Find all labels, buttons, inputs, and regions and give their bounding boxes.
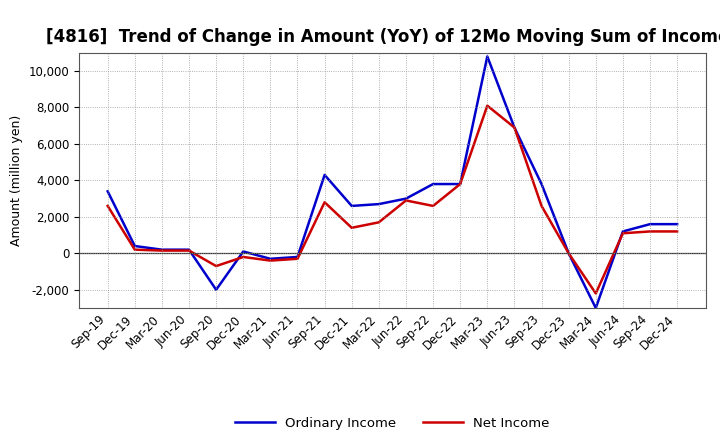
Ordinary Income [510, 125, 518, 130]
Ordinary Income [239, 249, 248, 254]
Ordinary Income [428, 181, 437, 187]
Net Income [456, 181, 464, 187]
Ordinary Income [672, 221, 681, 227]
Ordinary Income [348, 203, 356, 209]
Ordinary Income [185, 247, 194, 252]
Ordinary Income [402, 196, 410, 201]
Net Income [510, 125, 518, 130]
Net Income [104, 203, 112, 209]
Net Income [293, 256, 302, 261]
Ordinary Income [158, 247, 166, 252]
Ordinary Income [320, 172, 329, 178]
Legend: Ordinary Income, Net Income: Ordinary Income, Net Income [230, 411, 555, 435]
Net Income [239, 254, 248, 260]
Line: Ordinary Income: Ordinary Income [108, 56, 677, 308]
Ordinary Income [646, 221, 654, 227]
Y-axis label: Amount (million yen): Amount (million yen) [10, 115, 23, 246]
Net Income [537, 203, 546, 209]
Net Income [672, 229, 681, 234]
Net Income [564, 251, 573, 256]
Ordinary Income [266, 256, 275, 261]
Ordinary Income [537, 181, 546, 187]
Ordinary Income [212, 287, 220, 293]
Title: [4816]  Trend of Change in Amount (YoY) of 12Mo Moving Sum of Incomes: [4816] Trend of Change in Amount (YoY) o… [46, 28, 720, 46]
Net Income [158, 248, 166, 253]
Net Income [618, 231, 627, 236]
Net Income [591, 291, 600, 296]
Line: Net Income: Net Income [108, 106, 677, 293]
Ordinary Income [564, 251, 573, 256]
Net Income [428, 203, 437, 209]
Ordinary Income [618, 229, 627, 234]
Net Income [483, 103, 492, 108]
Ordinary Income [374, 202, 383, 207]
Ordinary Income [104, 189, 112, 194]
Net Income [212, 264, 220, 269]
Ordinary Income [130, 243, 139, 249]
Net Income [646, 229, 654, 234]
Net Income [185, 248, 194, 253]
Ordinary Income [456, 181, 464, 187]
Ordinary Income [293, 254, 302, 260]
Ordinary Income [483, 54, 492, 59]
Net Income [348, 225, 356, 231]
Ordinary Income [591, 305, 600, 311]
Net Income [130, 247, 139, 252]
Net Income [320, 200, 329, 205]
Net Income [266, 258, 275, 263]
Net Income [402, 198, 410, 203]
Net Income [374, 220, 383, 225]
